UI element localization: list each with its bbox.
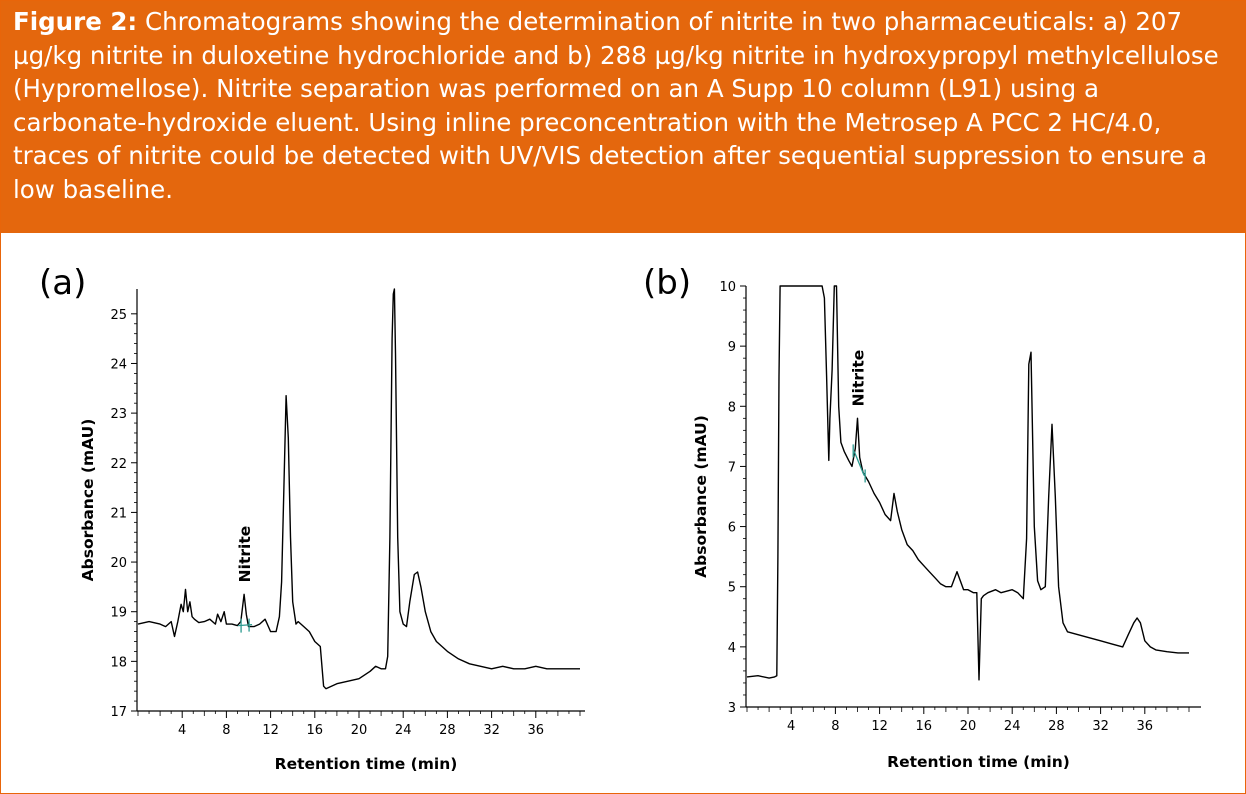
panel-label-b: (b) (643, 263, 692, 303)
chart-b-y-tick-label: 7 (728, 460, 736, 475)
chart-b-series-line (746, 285, 1189, 681)
chart-b-x-tick-label: 4 (787, 719, 795, 734)
chart-a-y-tick-label: 19 (110, 606, 127, 621)
chart-b-x-tick-label: 28 (1048, 719, 1065, 734)
chart-b-y-tick-label: 9 (728, 340, 736, 355)
caption-label: Figure 2: (13, 7, 138, 36)
chart-a-x-tick-label: 32 (483, 723, 500, 738)
chart-b-y-tick-label: 8 (728, 400, 736, 415)
chart-b-x-axis-label: Retention time (min) (887, 753, 1070, 771)
chart-b-x-tick-label: 36 (1137, 719, 1154, 734)
chart-b-y-axis-label: Absorbance (mAU) (692, 415, 710, 578)
chart-b-x-tick-label: 20 (960, 719, 977, 734)
chart-a-x-tick-label: 24 (395, 723, 412, 738)
chart-b-y-tick-label: 5 (728, 581, 736, 596)
chart-a-y-tick-label: 21 (110, 506, 127, 521)
chart-a-x-tick-label: 16 (307, 723, 324, 738)
chart-b-x-tick-label: 16 (916, 719, 933, 734)
chart-a-x-tick-label: 12 (262, 723, 279, 738)
chart-b-x-tick-label: 24 (1004, 719, 1021, 734)
panel-label-a: (a) (39, 263, 87, 303)
chart-b-x-tick-label: 8 (831, 719, 839, 734)
chart-b-y-tick-label: 4 (728, 641, 736, 656)
chart-a-y-tick-label: 20 (110, 556, 127, 571)
chart-b-x-tick-label: 32 (1092, 719, 1109, 734)
chart-b-y-tick-label: 10 (719, 280, 736, 295)
chart-a-y-tick-label: 17 (110, 705, 127, 720)
chart-a-integration-baseline (238, 623, 253, 627)
chart-a-y-tick-label: 23 (110, 407, 127, 422)
chart-a-x-tick-label: 28 (439, 723, 456, 738)
chart-a-x-axis-label: Retention time (min) (275, 755, 458, 773)
chart-a-series-line (137, 288, 580, 690)
chart-a-x-tick-label: 4 (178, 723, 186, 738)
chart-b-nitrite-annotation: Nitrite (850, 350, 868, 407)
chart-a-x-tick-label: 20 (351, 723, 368, 738)
chart-a-x-tick-label: 8 (222, 723, 230, 738)
chart-b-integration-baseline (853, 451, 865, 476)
chart-a-y-tick-label: 24 (110, 357, 127, 372)
chart-a-y-tick-label: 18 (110, 655, 127, 670)
chart-b-x-tick-label: 12 (871, 719, 888, 734)
chart-a-x-tick-label: 36 (528, 723, 545, 738)
chart-b-y-tick-label: 6 (728, 521, 736, 536)
caption-text: Chromatograms showing the determination … (13, 7, 1219, 204)
chart-a-nitrite-annotation: Nitrite (236, 526, 254, 583)
chart-a-y-tick-label: 25 (110, 308, 127, 323)
chart-a-y-tick-label: 22 (110, 457, 127, 472)
chart-b-y-tick-label: 3 (728, 701, 736, 716)
figure-caption: Figure 2: Chromatograms showing the dete… (1, 1, 1245, 233)
chart-a-y-axis-label: Absorbance (mAU) (79, 419, 97, 582)
